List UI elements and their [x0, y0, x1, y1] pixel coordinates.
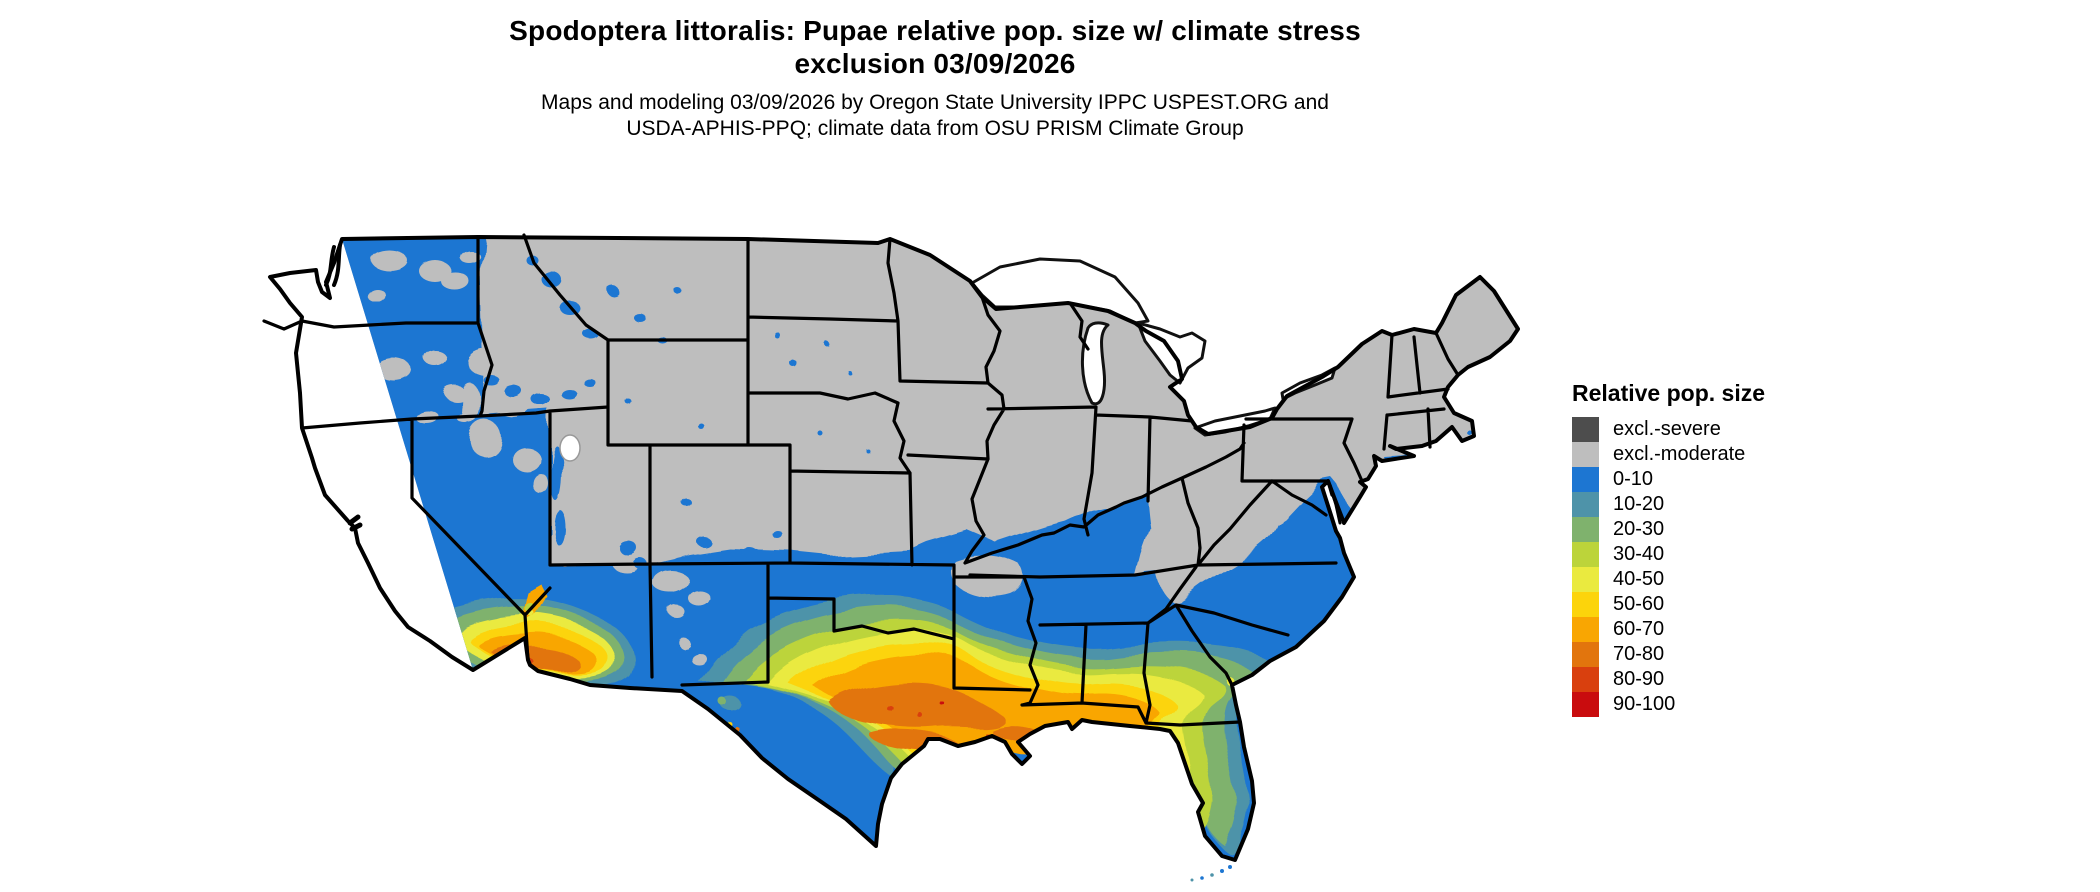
- legend-label: 40-50: [1613, 568, 1665, 590]
- legend-label: excl.-severe: [1613, 418, 1721, 440]
- chesapeake-bay-inlet: [1328, 483, 1342, 525]
- legend-item-excl.-severe: excl.-severe: [1572, 417, 1832, 442]
- legend-title: Relative pop. size: [1572, 380, 1766, 406]
- florida-keys: [1190, 865, 1232, 882]
- map-container: [230, 233, 1545, 888]
- great-salt-lake: [559, 434, 581, 462]
- legend-item-70-80: 70-80: [1572, 642, 1832, 667]
- map-attribution: Maps and modeling 03/09/2026 by Oregon S…: [0, 90, 1870, 142]
- legend-label: 70-80: [1613, 643, 1665, 665]
- map-legend: Relative pop. size excl.-severe excl.-mod…: [1572, 380, 1832, 717]
- legend-label: 80-90: [1613, 668, 1665, 690]
- legend-rows: excl.-severe excl.-moderate 0-10 10-20 20-30…: [1572, 417, 1832, 717]
- title-line-2: exclusion 03/09/2026: [794, 48, 1076, 79]
- legend-label: 0-10: [1613, 468, 1654, 490]
- legend-swatch-20-30: [1572, 517, 1599, 542]
- legend-item-0-10: 0-10: [1572, 467, 1832, 492]
- puget-sound-inlets: [324, 243, 342, 287]
- legend-label: 10-20: [1613, 493, 1665, 515]
- legend-swatch-excl.-moderate: [1572, 442, 1599, 467]
- legend-item-excl.-moderate: excl.-moderate: [1572, 442, 1832, 467]
- legend-swatch-50-60: [1572, 592, 1599, 617]
- legend-swatch-90-100: [1572, 692, 1599, 717]
- legend-swatch-excl.-severe: [1572, 417, 1599, 442]
- legend-item-60-70: 60-70: [1572, 617, 1832, 642]
- legend-item-50-60: 50-60: [1572, 592, 1832, 617]
- legend-item-10-20: 10-20: [1572, 492, 1832, 517]
- legend-swatch-70-80: [1572, 642, 1599, 667]
- legend-label: 20-30: [1613, 518, 1665, 540]
- legend-swatch-30-40: [1572, 542, 1599, 567]
- legend-item-40-50: 40-50: [1572, 567, 1832, 592]
- legend-label: 60-70: [1613, 618, 1665, 640]
- san-francisco-bay: [347, 514, 363, 532]
- coastal-inlets: [324, 243, 1342, 532]
- title-line-1: Spodoptera littoralis: Pupae relative po…: [509, 15, 1361, 46]
- legend-swatch-10-20: [1572, 492, 1599, 517]
- legend-item-30-40: 30-40: [1572, 542, 1832, 567]
- legend-item-20-30: 20-30: [1572, 517, 1832, 542]
- legend-label: 50-60: [1613, 593, 1665, 615]
- us-map: [262, 233, 1520, 882]
- legend-label: excl.-moderate: [1613, 443, 1746, 465]
- us-outline: [268, 235, 1520, 862]
- legend-label: 30-40: [1613, 543, 1665, 565]
- lake-michigan: [1080, 321, 1110, 406]
- page-title: Spodoptera littoralis: Pupae relative po…: [0, 14, 1870, 80]
- legend-swatch-0-10: [1572, 467, 1599, 492]
- subtitle-line-1: Maps and modeling 03/09/2026 by Oregon S…: [541, 91, 1329, 114]
- legend-label: 90-100: [1613, 693, 1676, 715]
- legend-item-80-90: 80-90: [1572, 667, 1832, 692]
- legend-swatch-60-70: [1572, 617, 1599, 642]
- legend-item-90-100: 90-100: [1572, 692, 1832, 717]
- subtitle-line-2: USDA-APHIS-PPQ; climate data from OSU PR…: [626, 117, 1244, 140]
- legend-swatch-80-90: [1572, 667, 1599, 692]
- legend-swatch-40-50: [1572, 567, 1599, 592]
